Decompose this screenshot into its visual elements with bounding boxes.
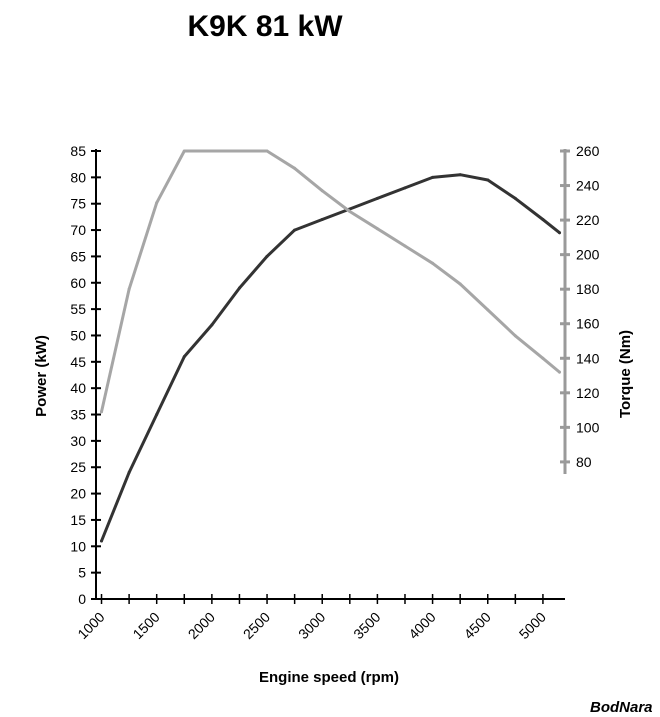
x-tick-label: 1500 [129, 609, 162, 642]
power-tick-label: 55 [70, 301, 86, 317]
x-tick-label: 4000 [405, 609, 438, 642]
torque-tick-label: 120 [576, 385, 600, 401]
torque-data-point [558, 370, 561, 374]
power-tick-label: 15 [70, 512, 86, 528]
torque-tick-label: 160 [576, 316, 600, 332]
power-data-point [541, 218, 545, 221]
power-data-point [375, 196, 379, 200]
power-data-point [127, 471, 131, 474]
power-data-point [265, 254, 269, 258]
torque-data-point [458, 282, 462, 286]
power-data-point [431, 175, 435, 179]
series-group [100, 149, 561, 543]
x-tick-label: 3000 [295, 609, 328, 642]
x-tick-label: 1000 [74, 609, 107, 642]
torque-data-point [375, 227, 379, 231]
power-data-point [155, 413, 159, 416]
torque-tick-label: 200 [576, 247, 600, 263]
power-tick-label: 45 [70, 354, 86, 370]
power-tick-label: 75 [70, 196, 86, 212]
power-data-point [100, 539, 103, 543]
power-tick-label: 50 [70, 327, 86, 343]
power-axis: 0 5 10 15 20 25 30 35 40 45 50 55 60 65 70 75 80 85 [70, 143, 101, 607]
x-tick-label: 5000 [516, 609, 549, 642]
power-data-point [403, 186, 407, 190]
torque-data-point [210, 149, 214, 153]
power-tick-label: 0 [78, 591, 86, 607]
power-tick-label: 20 [70, 486, 86, 502]
power-tick-label: 60 [70, 275, 86, 291]
x-tick-label: 2500 [240, 609, 273, 642]
y-axis-label-right: Torque (Nm) [617, 330, 634, 418]
power-tick-label: 35 [70, 407, 86, 423]
torque-data-point [320, 189, 324, 193]
x-tick-label: 4500 [461, 609, 494, 642]
power-tick-label: 40 [70, 380, 86, 396]
power-tick-label: 85 [70, 143, 86, 159]
torque-data-point [182, 149, 186, 153]
torque-tick-label: 180 [576, 281, 600, 297]
torque-tick-label: 260 [576, 143, 600, 159]
power-tick-label: 80 [70, 169, 86, 185]
torque-tick-label: 100 [576, 419, 600, 435]
power-data-point [513, 196, 517, 200]
torque-axis: 80 100 120 140 160 180 200 220 240 260 [560, 143, 600, 474]
torque-data-point [155, 201, 159, 205]
torque-tick-label: 140 [576, 350, 600, 366]
power-tick-label: 5 [78, 565, 86, 581]
torque-series-line [100, 149, 561, 414]
power-data-point [182, 355, 186, 359]
power-data-point [293, 228, 297, 232]
x-tick-label: 3500 [350, 609, 383, 642]
torque-data-point [403, 244, 407, 248]
x-axis: 1000 1500 2000 2500 3000 3500 4000 4500 5000 [74, 594, 565, 642]
power-data-point [486, 178, 490, 182]
torque-data-point [265, 149, 269, 153]
power-data-point [320, 218, 324, 221]
torque-data-point [127, 287, 131, 291]
torque-data-point [348, 210, 352, 213]
torque-data-point [513, 334, 517, 338]
torque-tick-label: 240 [576, 178, 600, 194]
torque-data-point [293, 166, 297, 170]
power-series-line [100, 173, 561, 543]
power-data-point [238, 286, 241, 290]
x-tick-label: 2000 [185, 609, 218, 642]
torque-tick-label: 80 [576, 454, 592, 470]
chart-title: K9K 81 kW [187, 10, 343, 43]
x-axis-label: Engine speed (rpm) [259, 669, 399, 686]
y-axis-label-left: Power (kW) [33, 335, 50, 417]
power-data-point [210, 323, 214, 327]
power-tick-label: 70 [70, 222, 86, 238]
torque-data-point [431, 261, 435, 265]
torque-data-point [541, 356, 545, 360]
power-tick-label: 10 [70, 538, 86, 554]
torque-data-point [238, 149, 241, 153]
power-tick-label: 65 [70, 248, 86, 264]
torque-data-point [486, 308, 490, 312]
watermark-logo: BodNara [590, 699, 653, 716]
power-data-point [458, 173, 462, 177]
torque-data-point [100, 410, 103, 414]
power-tick-label: 25 [70, 459, 86, 475]
torque-tick-label: 220 [576, 212, 600, 228]
power-tick-label: 30 [70, 433, 86, 449]
power-data-point [558, 231, 561, 235]
